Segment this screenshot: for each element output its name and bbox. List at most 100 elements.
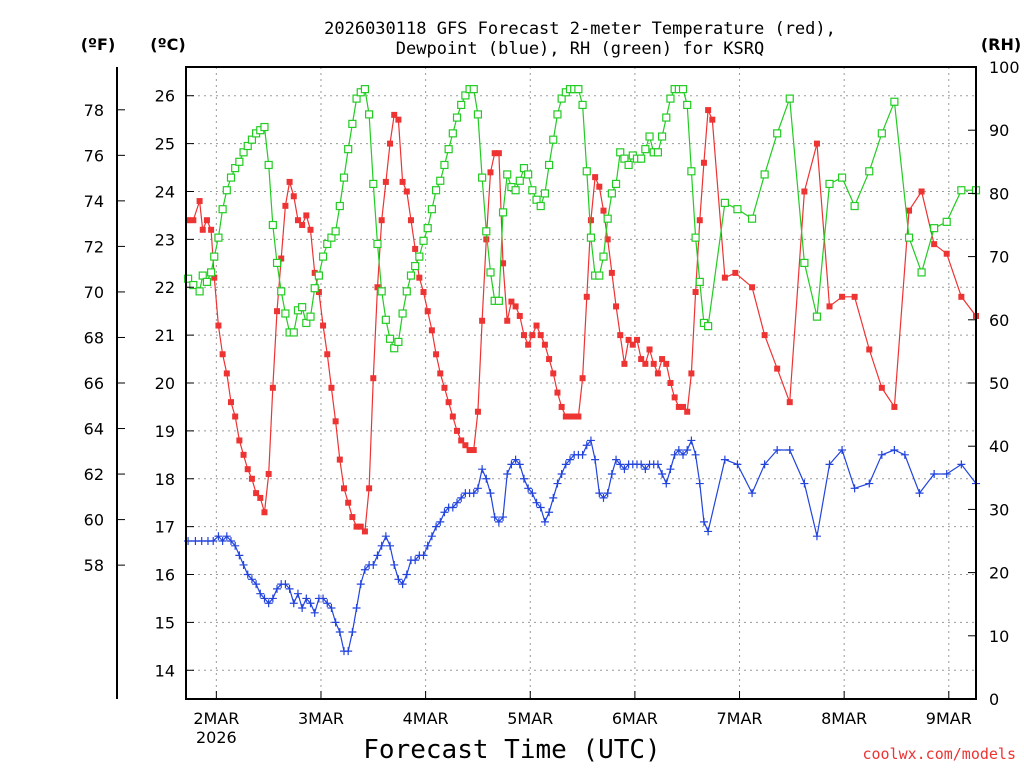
temperature-point: [692, 289, 699, 296]
temperature-point: [567, 413, 574, 420]
rh-point: [327, 233, 336, 242]
rh-point: [473, 110, 483, 119]
dewpoint-point: [377, 541, 386, 550]
rh-point: [247, 135, 257, 144]
dewpoint-point: [674, 446, 683, 455]
rh-point: [344, 145, 353, 154]
dewpoint-point: [850, 484, 859, 493]
temperature-point: [583, 293, 590, 300]
rh-point: [272, 258, 282, 268]
dewpoint-point: [586, 436, 595, 445]
dewpoint-point: [239, 560, 248, 569]
temperature-point: [416, 274, 423, 281]
temperature-point: [269, 384, 276, 391]
temperature-point: [428, 327, 435, 334]
temperature-point: [353, 523, 360, 530]
celsius-tick-label: 26: [155, 87, 175, 106]
dewpoint-point: [566, 455, 575, 464]
rh-point: [691, 233, 700, 242]
rh-point: [653, 148, 663, 157]
dewpoint-point: [457, 493, 466, 502]
temperature-point: [196, 198, 203, 205]
temperature-point: [399, 178, 406, 185]
temperature-point: [311, 269, 318, 276]
temperature-point: [813, 140, 820, 147]
x-tick-sublabel: 2026: [196, 728, 237, 747]
temperature-point: [336, 456, 343, 463]
rh-point: [603, 214, 612, 223]
temperature-point: [918, 188, 925, 195]
x-tick-label: 6MAR: [612, 709, 658, 728]
dewpoint-point: [699, 517, 708, 526]
rh-point: [890, 97, 899, 106]
rh-point: [331, 227, 340, 236]
temperature-point: [424, 308, 431, 315]
temperature-point: [596, 183, 603, 190]
temperature-point: [931, 241, 938, 248]
rh-point: [865, 167, 874, 176]
dewpoint-point: [720, 455, 729, 464]
temperature-point: [199, 226, 206, 233]
dewpoint-point: [486, 489, 495, 498]
temperature-point: [604, 236, 611, 243]
rh-point: [323, 239, 332, 249]
rh-point: [683, 100, 692, 110]
temperature-point: [700, 159, 707, 166]
temperature-point: [550, 370, 557, 377]
x-tick-label: 7MAR: [716, 709, 762, 728]
temperature-point: [500, 260, 507, 267]
dewpoint-point: [553, 479, 562, 488]
temperature-point: [625, 336, 632, 343]
rh-point: [582, 167, 591, 176]
temperature-point: [508, 298, 515, 305]
dewpoint-point: [302, 594, 311, 603]
rh-point: [942, 217, 951, 226]
rh-point: [825, 179, 834, 189]
celsius-tick-label: 20: [155, 374, 175, 393]
rh-point: [904, 233, 914, 242]
dewpoint-point: [360, 565, 369, 574]
temperature-point: [600, 207, 607, 214]
temperature-point: [633, 336, 640, 343]
rh-point: [611, 179, 621, 189]
temperature-point: [433, 351, 440, 358]
dewpoint-point: [390, 560, 399, 569]
rh-point: [733, 205, 742, 214]
rh-point: [687, 167, 696, 176]
dewpoint-point: [373, 551, 382, 560]
dewpoint-point: [490, 513, 499, 522]
temperature-point: [349, 514, 356, 521]
temperature-point: [571, 413, 578, 420]
x-axis-title: Forecast Time (UTC): [363, 735, 660, 765]
temperature-point: [190, 217, 197, 224]
x-tick-label: 2MAR: [193, 709, 239, 728]
rh-point: [195, 287, 204, 296]
rh-point: [222, 186, 231, 195]
fahrenheit-tick-label: 60: [84, 511, 104, 530]
fahrenheit-tick-label: 64: [84, 420, 104, 439]
temperature-point: [906, 207, 913, 214]
rh-point: [402, 287, 411, 296]
dewpoint-point: [800, 479, 809, 488]
rh-point: [503, 170, 512, 179]
rh-point: [645, 132, 654, 141]
temperature-point: [282, 202, 289, 209]
dewpoint-point: [293, 589, 302, 598]
dewpoint-point: [957, 460, 966, 469]
temperature-point: [774, 365, 781, 372]
rh-point: [235, 157, 244, 166]
rh-point: [365, 110, 374, 119]
rh-point: [760, 170, 769, 179]
temperature-point: [265, 470, 272, 477]
dewpoint-point: [398, 580, 407, 589]
rh-point: [198, 271, 207, 280]
rh-point: [281, 309, 290, 318]
dewpoint-point: [900, 450, 909, 459]
rh-point: [306, 312, 315, 321]
rh-point: [607, 189, 616, 198]
rh-point: [457, 100, 466, 110]
rh-point: [436, 176, 445, 185]
rh-tick-label: 100: [989, 58, 1020, 77]
temperature-point: [391, 111, 398, 118]
